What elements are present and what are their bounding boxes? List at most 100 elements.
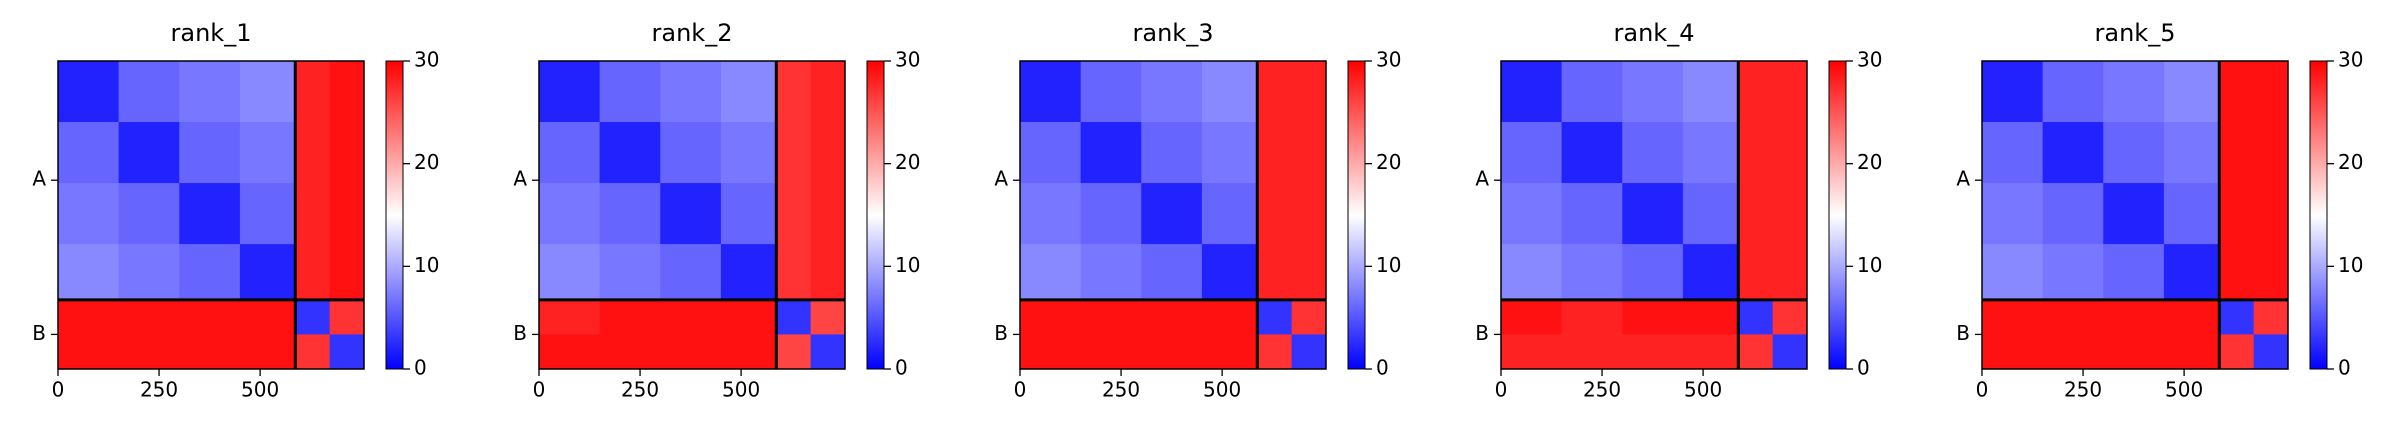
heatmap-cell [1738, 122, 1774, 184]
colorbar-tick-label: 0 [1857, 356, 1870, 380]
heatmap-cell [2253, 61, 2289, 123]
heatmap-cell [1201, 61, 1258, 123]
heatmap-cell [295, 299, 331, 335]
heatmap-cell [239, 299, 296, 335]
heatmap-cell [1080, 334, 1142, 370]
heatmap-cell [295, 61, 331, 123]
heatmap-cell [329, 334, 365, 370]
heatmap-cell [1561, 334, 1623, 370]
heatmap-cell [539, 122, 601, 184]
heatmap-cell [2103, 299, 2165, 335]
y-tick-label: A [32, 167, 46, 191]
heatmap-cell [1738, 244, 1774, 301]
x-tick-label: 250 [1583, 378, 1621, 402]
heatmap-cell [58, 299, 120, 335]
heatmap-cell [599, 299, 661, 335]
y-tick-label: A [513, 167, 527, 191]
heatmap-cell [1561, 61, 1623, 123]
heatmap-cell [2103, 244, 2165, 301]
axes-frame [1981, 60, 2289, 370]
heatmap-cell [2103, 183, 2165, 245]
heatmap-cell [1141, 183, 1203, 245]
heatmap-cell [2163, 334, 2220, 370]
heatmap-panel: rank_3 0 250 500 A B 0 10 20 30 [994, 19, 1401, 402]
heatmap-cell [179, 334, 241, 370]
heatmap-cell [1257, 244, 1293, 301]
y-tick-label: B [1956, 321, 1970, 345]
heatmap-cell [2253, 334, 2289, 370]
heatmap-cell [776, 244, 812, 301]
x-tick-label: 0 [533, 378, 546, 402]
heatmap-cell [1080, 122, 1142, 184]
colorbar-tick-label: 30 [895, 48, 920, 72]
heatmap-cell [1772, 299, 1808, 335]
x-tick-label: 250 [140, 378, 178, 402]
heatmap-cell [1257, 299, 1293, 335]
heatmap-cell [1772, 244, 1808, 301]
axes-frame [538, 60, 846, 370]
colorbar-tick-label: 10 [2338, 253, 2363, 277]
heatmap-cell [1561, 299, 1623, 335]
heatmap-cell [1291, 334, 1327, 370]
heatmap-cell [1682, 334, 1739, 370]
heatmap-cell [1982, 244, 2044, 301]
colorbar-tick-label: 30 [1857, 48, 1882, 72]
x-tick-label: 500 [2165, 378, 2203, 402]
heatmap-cell [1622, 244, 1684, 301]
heatmap-cell [660, 334, 722, 370]
heatmap-cell [1257, 334, 1293, 370]
chart-title: rank_2 [652, 19, 733, 47]
heatmap-cell [1772, 183, 1808, 245]
heatmap-cell [2103, 61, 2165, 123]
heatmap-cell [2219, 122, 2255, 184]
y-tick-label: A [1956, 167, 1970, 191]
heatmap-cell [1982, 334, 2044, 370]
heatmap-cell [2163, 299, 2220, 335]
heatmap-cell [2163, 244, 2220, 301]
heatmap-cell [810, 122, 846, 184]
heatmap-cell [1772, 61, 1808, 123]
heatmap-cell [539, 183, 601, 245]
heatmap-cell [1682, 299, 1739, 335]
heatmap-panel: rank_5 0 250 500 A B 0 10 20 30 [1956, 19, 2363, 402]
colorbar-tick-label: 0 [414, 356, 427, 380]
heatmap-cell [1291, 122, 1327, 184]
heatmap-cell [776, 183, 812, 245]
heatmap-panel: rank_4 0 250 500 A B 0 10 20 30 [1475, 19, 1882, 402]
heatmap-cell [1982, 61, 2044, 123]
heatmap-cell [2042, 183, 2104, 245]
heatmap-cell [2253, 244, 2289, 301]
heatmap-cell [810, 183, 846, 245]
heatmap-cell [1622, 334, 1684, 370]
heatmap-cell [1141, 244, 1203, 301]
heatmap-cell [1257, 61, 1293, 123]
heatmap-cell [599, 183, 661, 245]
x-tick-label: 0 [1014, 378, 1027, 402]
heatmap-cell [1738, 334, 1774, 370]
heatmap-cell [660, 244, 722, 301]
heatmap-cell [118, 61, 180, 123]
heatmap-cell [2219, 183, 2255, 245]
colorbar-tick-label: 10 [895, 253, 920, 277]
heatmap-cell [776, 61, 812, 123]
colorbar-tick-label: 20 [895, 150, 920, 174]
colorbar-tick-label: 20 [1857, 150, 1882, 174]
heatmap-cell [2103, 334, 2165, 370]
colorbar [2309, 60, 2328, 370]
heatmap-cell [2103, 122, 2165, 184]
y-tick-label: B [32, 321, 46, 345]
x-tick-label: 250 [621, 378, 659, 402]
colorbar [866, 60, 885, 370]
heatmap-cell [1257, 122, 1293, 184]
heatmap-cell [810, 244, 846, 301]
heatmap-cell [1982, 122, 2044, 184]
chart-title: rank_4 [1614, 19, 1695, 47]
heatmap-cell [2219, 61, 2255, 123]
heatmap-cell [1738, 299, 1774, 335]
x-tick-label: 250 [2064, 378, 2102, 402]
heatmap-cell [720, 183, 777, 245]
heatmap-cell [1982, 183, 2044, 245]
heatmap-cell [1141, 122, 1203, 184]
heatmap-cell [329, 299, 365, 335]
